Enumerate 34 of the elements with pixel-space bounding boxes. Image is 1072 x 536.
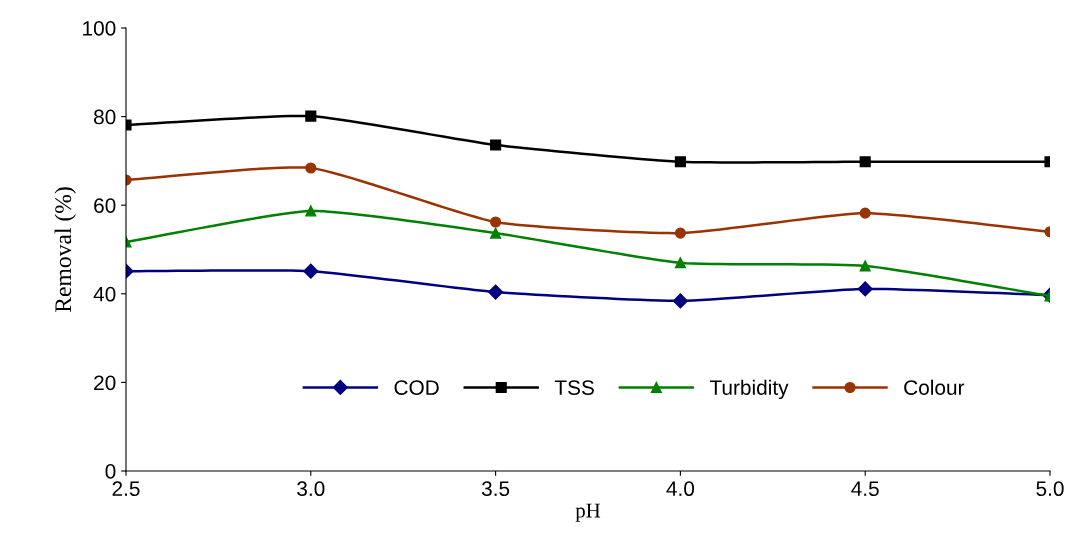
point (490, 139, 502, 151)
point (305, 162, 317, 174)
point (674, 257, 686, 269)
point (859, 207, 871, 219)
y-axis-title: Removal (%) (54, 187, 76, 313)
x-axis-title: pH (575, 503, 601, 522)
point (488, 284, 504, 300)
legend-label: Turbidity (709, 379, 789, 400)
point (672, 293, 688, 309)
point (490, 227, 502, 239)
point (857, 281, 873, 297)
y-tick-label: 60 (94, 198, 116, 213)
point (490, 216, 502, 228)
point (859, 260, 871, 272)
y-tick-label: 80 (94, 109, 116, 125)
y-tick-label: 100 (83, 21, 116, 36)
x-tick-label: 5.0 (1036, 481, 1064, 497)
x-tick-label: 3.0 (297, 481, 325, 497)
x-tick-label: 2.5 (112, 481, 140, 497)
point (859, 156, 871, 168)
legend-label: TSS (554, 380, 594, 395)
legend-label: Colour (904, 379, 965, 395)
x-tick-label: 4.5 (851, 481, 879, 497)
point (305, 205, 317, 217)
point (674, 227, 686, 239)
x-tick-label: 3.5 (481, 481, 510, 497)
y-tick-label: 40 (93, 286, 116, 302)
point (305, 110, 317, 122)
point (303, 263, 319, 279)
x-tick-label: 4.0 (666, 481, 695, 497)
point (674, 156, 686, 168)
y-tick-label: 20 (94, 375, 116, 391)
y-tick-label: 0 (105, 464, 116, 479)
legend-label: COD (394, 380, 439, 395)
